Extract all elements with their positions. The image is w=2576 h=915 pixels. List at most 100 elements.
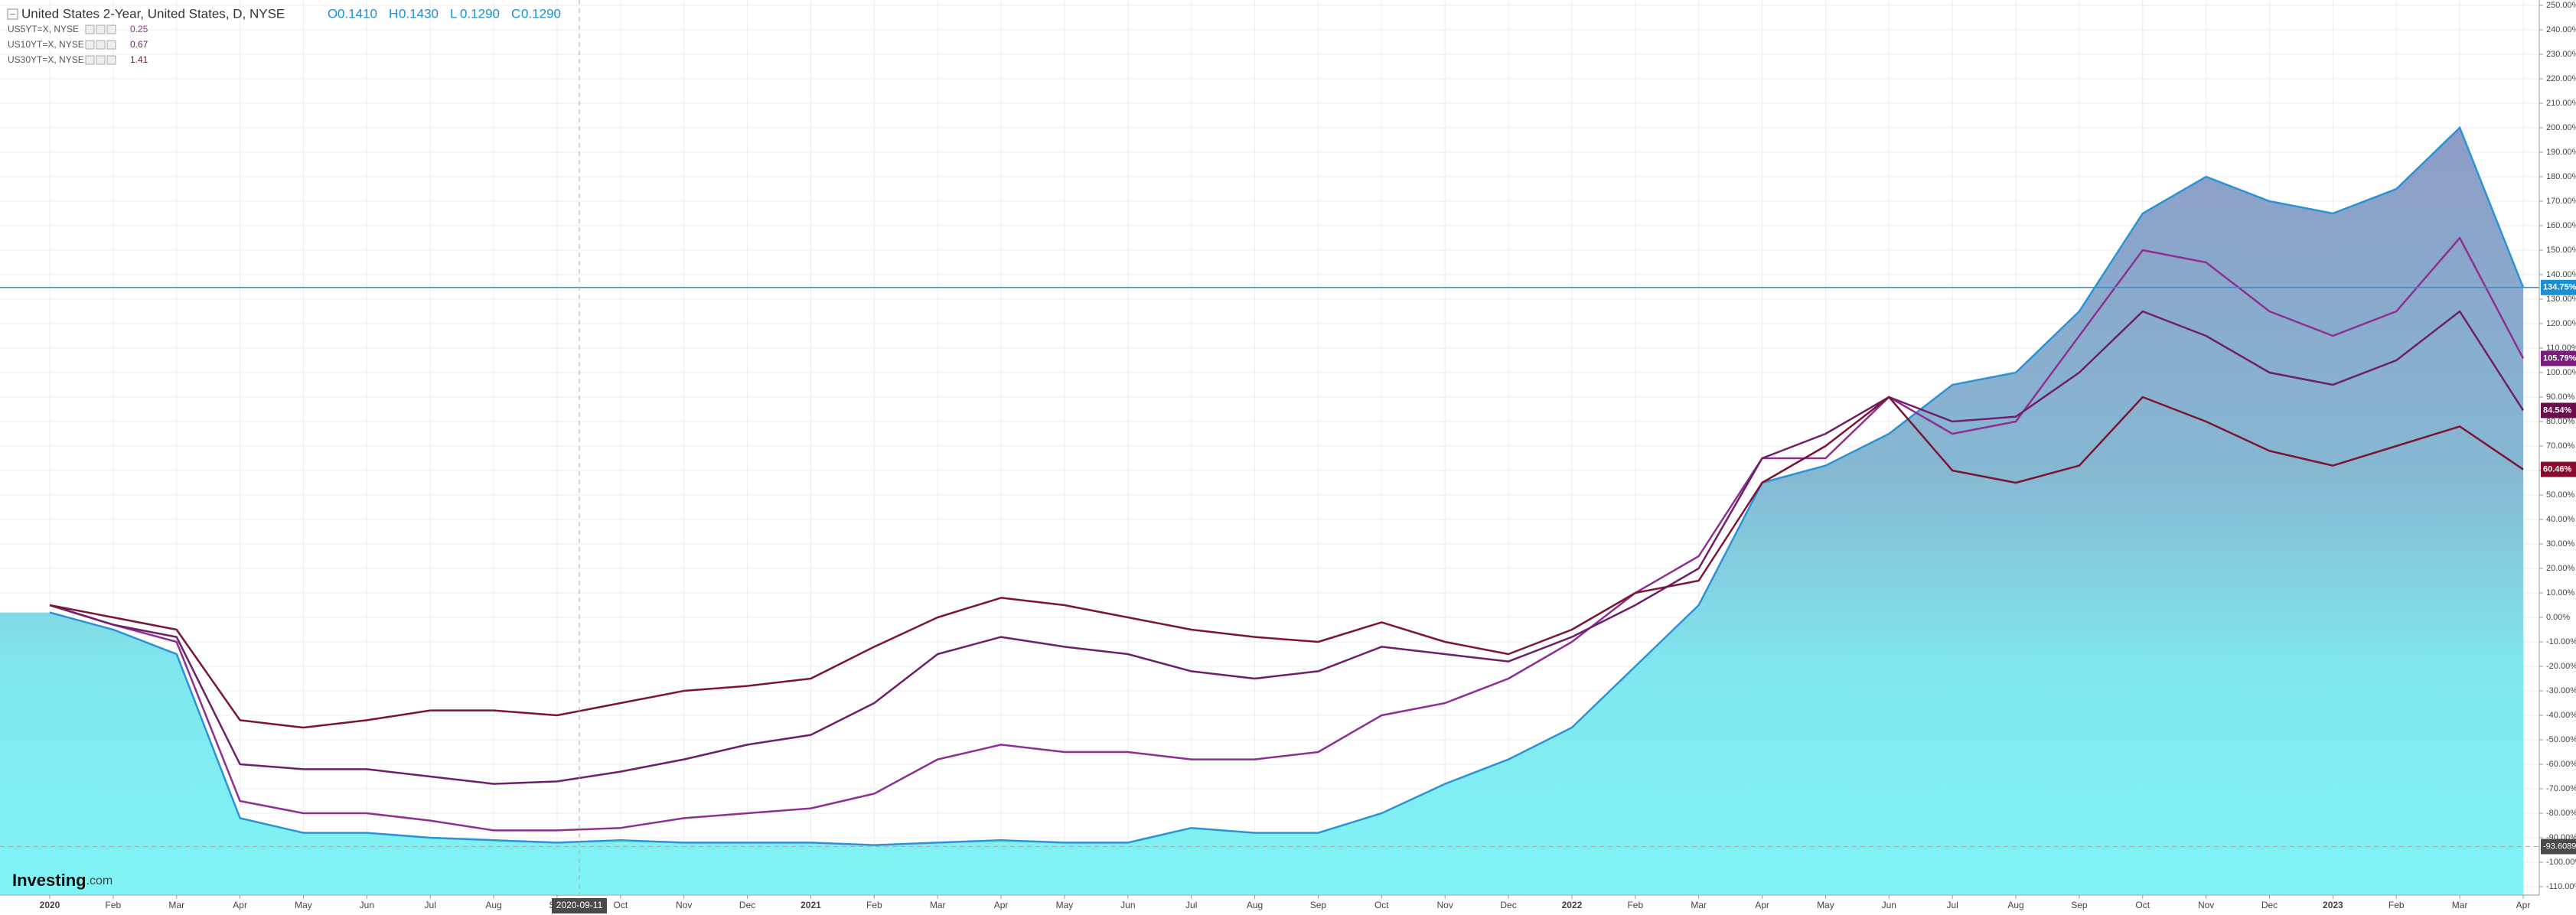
legend-value: 1.41: [130, 54, 148, 65]
legend-button: [106, 55, 116, 65]
y-tick-label: 130.00%: [2546, 295, 2576, 304]
legend-button: [85, 55, 95, 65]
x-tick-label: 2020: [40, 900, 60, 910]
x-tick-label: Feb: [2389, 900, 2405, 910]
x-tick-label: Jun: [1120, 900, 1135, 910]
x-tick-label: Jun: [360, 900, 374, 910]
x-tick-label: Jun: [1882, 900, 1896, 910]
legend-button: [106, 24, 116, 34]
x-tick-label: Mar: [168, 900, 184, 910]
legend-button: [96, 55, 106, 65]
end-label: 84.54%: [2543, 405, 2572, 415]
y-tick-label: 150.00%: [2546, 246, 2576, 255]
legend-name: US10YT=X, NYSE: [8, 39, 84, 50]
x-tick-label: Nov: [676, 900, 692, 910]
y-tick-label: 100.00%: [2546, 368, 2576, 377]
y-tick-label: -10.00%: [2546, 637, 2576, 646]
y-tick-label: 30.00%: [2546, 539, 2575, 549]
y-tick-label: 240.00%: [2546, 25, 2576, 34]
y-tick-label: 220.00%: [2546, 74, 2576, 83]
main-title: United States 2-Year, United States, D, …: [21, 6, 285, 21]
ohlc-key: H: [389, 6, 398, 21]
x-tick-label: Jul: [425, 900, 436, 910]
y-tick-label: -80.00%: [2546, 809, 2576, 818]
y-tick-label: -20.00%: [2546, 662, 2576, 671]
y-tick-label: 90.00%: [2546, 392, 2575, 402]
plot: [0, 0, 2539, 895]
series-line: [49, 236, 2525, 832]
x-tick-label: Dec: [739, 900, 755, 910]
y-tick-label: 40.00%: [2546, 515, 2575, 524]
y-tick-label: 120.00%: [2546, 319, 2576, 328]
end-label-box: [2541, 402, 2576, 418]
x-tick-label: Aug: [485, 900, 501, 910]
ohlc-value: 0.1290: [521, 6, 561, 21]
x-tick-label: Oct: [2135, 900, 2150, 910]
end-label: 60.46%: [2543, 464, 2572, 474]
y-tick-label: -110.00%: [2546, 882, 2576, 891]
ohlc-key: O: [328, 6, 337, 21]
y-tick-label: 210.00%: [2546, 99, 2576, 108]
brand-main: Investing: [12, 871, 86, 890]
legend: United States 2-Year, United States, D, …: [7, 6, 561, 65]
x-tick-label: Jul: [1185, 900, 1197, 910]
ohlc-value: 0.1290: [460, 6, 500, 21]
crosshair-x-label: 2020-09-11: [556, 900, 603, 910]
x-tick-label: Feb: [866, 900, 882, 910]
x-tick-label: Feb: [1627, 900, 1643, 910]
x-tick-label: Mar: [1691, 900, 1707, 910]
x-tick-label: Jul: [1946, 900, 1958, 910]
x-tick-label: Dec: [2261, 900, 2278, 910]
x-tick-label: Dec: [1500, 900, 1516, 910]
y-tick-label: -50.00%: [2546, 735, 2576, 744]
y-tick-label: 20.00%: [2546, 564, 2575, 573]
crosshair-y-box: [2541, 838, 2576, 855]
legend-value: 0.25: [130, 24, 148, 34]
x-tick-label: 2021: [801, 900, 821, 910]
x-tick-label: Nov: [1437, 900, 1453, 910]
y-tick-label: -60.00%: [2546, 760, 2576, 769]
axes: 250.00% 240.00% 230.00% 220.00% 210.00% 200.0…: [40, 1, 2576, 913]
ohlc-value: 0.1410: [337, 6, 377, 21]
legend-button: [96, 40, 106, 50]
legend-button: [85, 24, 95, 34]
y-tick-label: -70.00%: [2546, 784, 2576, 793]
y-tick-label: 230.00%: [2546, 50, 2576, 59]
x-tick-label: 2023: [2323, 900, 2343, 910]
x-tick-label: Sep: [1310, 900, 1327, 910]
x-tick-label: Apr: [994, 900, 1009, 910]
series-line: [49, 396, 2524, 729]
y-tick-label: 140.00%: [2546, 270, 2576, 279]
y-tick-label: 10.00%: [2546, 588, 2575, 598]
x-tick-label: Apr: [2516, 900, 2531, 910]
legend-name: US5YT=X, NYSE: [8, 24, 79, 34]
x-tick-label: 2022: [1562, 900, 1583, 910]
x-tick-label: Aug: [2007, 900, 2023, 910]
legend-button: [106, 40, 116, 50]
y-tick-label: 180.00%: [2546, 172, 2576, 181]
x-tick-label: Mar: [2452, 900, 2468, 910]
brand-suffix: .com: [86, 874, 113, 887]
y-tick-label: -30.00%: [2546, 686, 2576, 695]
y-tick-label: -100.00%: [2546, 858, 2576, 867]
end-label-box: [2541, 279, 2576, 295]
legend-button: [85, 40, 95, 50]
collapse-button[interactable]: [7, 8, 18, 20]
x-tick-label: May: [1817, 900, 1834, 910]
y-tick-label: 170.00%: [2546, 197, 2576, 206]
x-tick-label: Apr: [1755, 900, 1769, 910]
x-tick-label: Sep: [2071, 900, 2088, 910]
x-tick-label: Mar: [930, 900, 946, 910]
legend-button: [96, 24, 106, 34]
x-tick-label: May: [295, 900, 312, 910]
y-tick-label: 160.00%: [2546, 221, 2576, 230]
x-tick-label: Aug: [1247, 900, 1263, 910]
brand-name: Investing.com: [12, 871, 112, 890]
x-tick-label: Oct: [614, 900, 628, 910]
end-label: 134.75%: [2543, 283, 2576, 292]
ohlc-key: C: [511, 6, 520, 21]
series-line: [49, 310, 2525, 785]
x-tick-label: Feb: [106, 900, 122, 910]
legend-value: 0.67: [130, 39, 148, 50]
